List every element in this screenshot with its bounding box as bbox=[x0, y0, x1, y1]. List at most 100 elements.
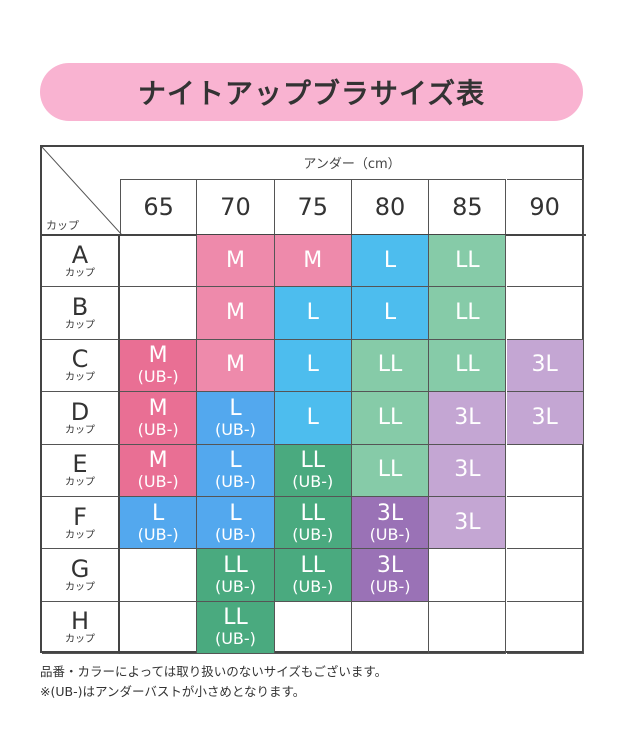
size-label: L bbox=[229, 500, 242, 526]
row-header: C カップ bbox=[42, 339, 120, 393]
cup-suffix: カップ bbox=[65, 477, 95, 489]
size-cell: 3L (UB-) bbox=[351, 497, 430, 550]
size-table: アンダー（cm） カップ 65 70 75 80 85 90 A カップ M M L LL B カップ M L… bbox=[40, 145, 586, 655]
size-label: M bbox=[148, 343, 168, 369]
ub-note: (UB-) bbox=[292, 577, 334, 597]
size-label: 3L bbox=[531, 404, 558, 430]
cup-suffix: カップ bbox=[65, 372, 95, 384]
size-label: M bbox=[225, 247, 245, 273]
size-cell: M (UB-) bbox=[120, 392, 198, 445]
column-header: 85 bbox=[429, 179, 507, 235]
cup-suffix: カップ bbox=[65, 634, 95, 646]
cup-suffix: カップ bbox=[65, 320, 95, 332]
size-cell bbox=[120, 287, 198, 340]
corner-diagonal bbox=[42, 147, 122, 235]
size-cell: LL bbox=[351, 339, 430, 393]
size-cell: L bbox=[274, 339, 352, 393]
ub-note: (UB-) bbox=[214, 629, 256, 649]
cup-letter: A bbox=[71, 240, 89, 269]
size-label: L bbox=[306, 404, 319, 430]
size-label: 3L bbox=[454, 404, 481, 430]
under-bust-label: アンダー（cm） bbox=[303, 157, 401, 172]
size-cell bbox=[506, 601, 584, 655]
size-cell: 3L bbox=[429, 392, 507, 445]
page-title: ナイトアップブラサイズ表 bbox=[40, 63, 583, 121]
size-cell: M bbox=[197, 287, 275, 340]
size-label: LL bbox=[455, 247, 480, 273]
row-header: F カップ bbox=[42, 497, 120, 550]
ub-note: (UB-) bbox=[137, 524, 179, 544]
size-cell bbox=[274, 601, 352, 655]
size-label: L bbox=[229, 448, 242, 474]
size-label: 3L bbox=[531, 352, 558, 378]
row-header: B カップ bbox=[42, 287, 120, 340]
cup-letter: C bbox=[71, 345, 89, 374]
ub-note: (UB-) bbox=[369, 524, 411, 544]
row-header: A カップ bbox=[42, 235, 120, 288]
size-cell: LL (UB-) bbox=[274, 444, 352, 497]
size-cell: LL bbox=[429, 287, 507, 340]
cup-letter: B bbox=[71, 293, 89, 322]
cup-suffix: カップ bbox=[65, 582, 95, 594]
ub-note: (UB-) bbox=[292, 524, 334, 544]
size-cell: LL (UB-) bbox=[274, 549, 352, 602]
size-cell bbox=[506, 235, 584, 288]
size-label: M bbox=[148, 395, 168, 421]
size-cell: M (UB-) bbox=[120, 444, 198, 497]
size-label: L bbox=[306, 352, 319, 378]
size-cell bbox=[506, 497, 584, 550]
ub-note: (UB-) bbox=[137, 367, 179, 387]
size-label: LL bbox=[377, 352, 403, 378]
size-label: LL bbox=[377, 404, 403, 430]
size-label: 3L bbox=[454, 509, 481, 535]
size-cell: L (UB-) bbox=[197, 444, 275, 497]
size-cell: LL bbox=[429, 235, 507, 288]
size-cell: M bbox=[197, 235, 275, 288]
size-label: M bbox=[303, 247, 323, 273]
ub-note: (UB-) bbox=[214, 419, 256, 439]
size-cell: 3L bbox=[506, 392, 584, 445]
ub-note: (UB-) bbox=[137, 472, 179, 492]
ub-note: (UB-) bbox=[214, 472, 256, 492]
size-label: L bbox=[383, 300, 397, 326]
size-cell: LL (UB-) bbox=[197, 601, 275, 655]
size-label: M bbox=[148, 448, 168, 474]
size-cell: 3L bbox=[429, 444, 507, 497]
size-cell: LL bbox=[351, 444, 430, 497]
size-cell: M bbox=[274, 235, 352, 288]
size-cell: L (UB-) bbox=[120, 497, 198, 550]
size-cell bbox=[120, 549, 198, 602]
size-label: M bbox=[225, 352, 245, 378]
size-label: 3L bbox=[376, 500, 404, 526]
cup-suffix: カップ bbox=[65, 529, 95, 541]
size-label: LL bbox=[223, 605, 248, 631]
size-label: LL bbox=[455, 300, 480, 326]
size-cell: L (UB-) bbox=[197, 392, 275, 445]
row-header: D カップ bbox=[42, 392, 120, 445]
size-label: 3L bbox=[454, 457, 481, 483]
size-cell: LL (UB-) bbox=[274, 497, 352, 550]
size-label: LL bbox=[300, 500, 325, 526]
size-cell: 3L bbox=[429, 497, 507, 550]
size-label: L bbox=[152, 500, 165, 526]
column-header: 65 bbox=[120, 179, 198, 235]
size-cell: L bbox=[351, 287, 430, 340]
cup-letter: D bbox=[70, 397, 90, 426]
size-cell: 3L (UB-) bbox=[351, 549, 430, 602]
row-header: H カップ bbox=[42, 601, 120, 655]
size-cell bbox=[429, 549, 507, 602]
ub-note: (UB-) bbox=[214, 577, 256, 597]
size-cell: 3L bbox=[506, 339, 584, 393]
row-header: G カップ bbox=[42, 549, 120, 602]
size-label: 3L bbox=[376, 553, 404, 579]
size-cell bbox=[120, 601, 198, 655]
ub-note: (UB-) bbox=[369, 577, 411, 597]
size-cell bbox=[429, 601, 507, 655]
size-cell bbox=[506, 287, 584, 340]
cup-axis-label: カップ bbox=[46, 219, 79, 232]
size-label: L bbox=[229, 395, 242, 421]
row-header: E カップ bbox=[42, 444, 120, 497]
ub-note: (UB-) bbox=[292, 472, 334, 492]
size-label: LL bbox=[377, 457, 403, 483]
size-cell bbox=[351, 601, 430, 655]
